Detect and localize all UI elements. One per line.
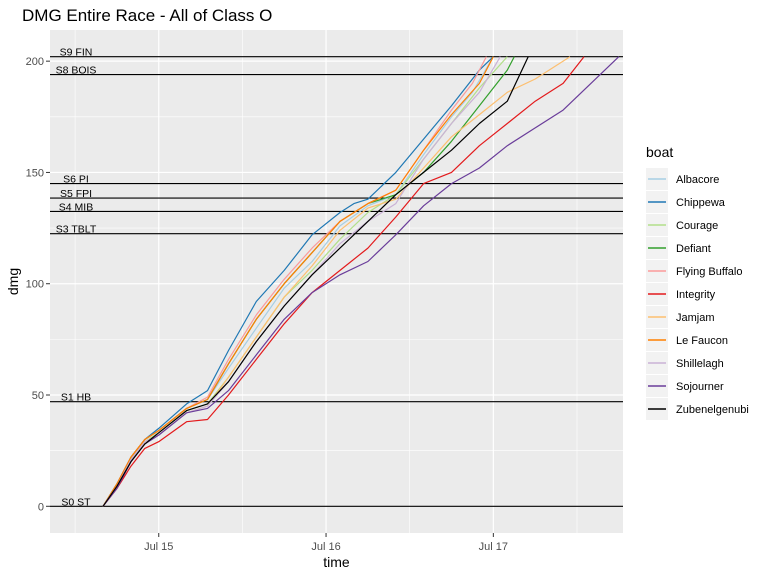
- series-line: [102, 56, 494, 507]
- legend-title: boat: [646, 144, 673, 160]
- legend-label: Integrity: [676, 289, 716, 301]
- y-axis-title: dmg: [5, 268, 21, 295]
- series-line: [102, 56, 620, 507]
- y-tick-label: 0: [38, 501, 44, 513]
- reference-line-label: S9 FIN: [60, 47, 93, 59]
- legend-label: Shillelagh: [676, 358, 724, 370]
- reference-line-label: S0 ST: [61, 496, 91, 508]
- x-axis-title: time: [323, 554, 350, 570]
- x-tick-label: Jul 17: [479, 541, 508, 553]
- reference-line-label: S3 TBLT: [56, 224, 97, 236]
- legend-label: Albacore: [676, 174, 719, 186]
- grid-lines: [50, 30, 623, 533]
- legend-label: Defiant: [676, 243, 711, 255]
- legend-label: Courage: [676, 220, 718, 232]
- y-tick-label: 50: [32, 390, 44, 402]
- x-tick-label: Jul 16: [311, 541, 340, 553]
- legend-label: Zubenelgenubi: [676, 404, 749, 416]
- reference-line-label: S8 BOIS: [56, 65, 97, 77]
- reference-line-label: S5 FPI: [60, 188, 92, 200]
- legend: boat Albacore Chippewa Courage Defiant Flyin…: [646, 144, 749, 420]
- reference-line-label: S6 PI: [63, 174, 89, 186]
- series-lines: [102, 56, 620, 507]
- legend-label: Chippewa: [676, 197, 726, 209]
- x-axis: Jul 15 Jul 16 Jul 17: [144, 533, 508, 553]
- chart-title: DMG Entire Race - All of Class O: [22, 6, 272, 25]
- legend-label: Jamjam: [676, 312, 715, 324]
- series-line: [102, 56, 529, 507]
- legend-label: Flying Buffalo: [676, 266, 742, 278]
- y-tick-label: 150: [26, 167, 44, 179]
- y-tick-label: 100: [26, 279, 44, 291]
- reference-line-label: S1 HB: [61, 392, 91, 404]
- legend-label: Le Faucon: [676, 335, 728, 347]
- plot-panel: [50, 30, 623, 533]
- reference-line-label: S4 MIB: [59, 201, 93, 213]
- legend-label: Sojourner: [676, 381, 724, 393]
- y-tick-label: 200: [26, 56, 44, 68]
- y-axis: 0 50 100 150 200: [26, 56, 50, 513]
- x-tick-label: Jul 15: [144, 541, 173, 553]
